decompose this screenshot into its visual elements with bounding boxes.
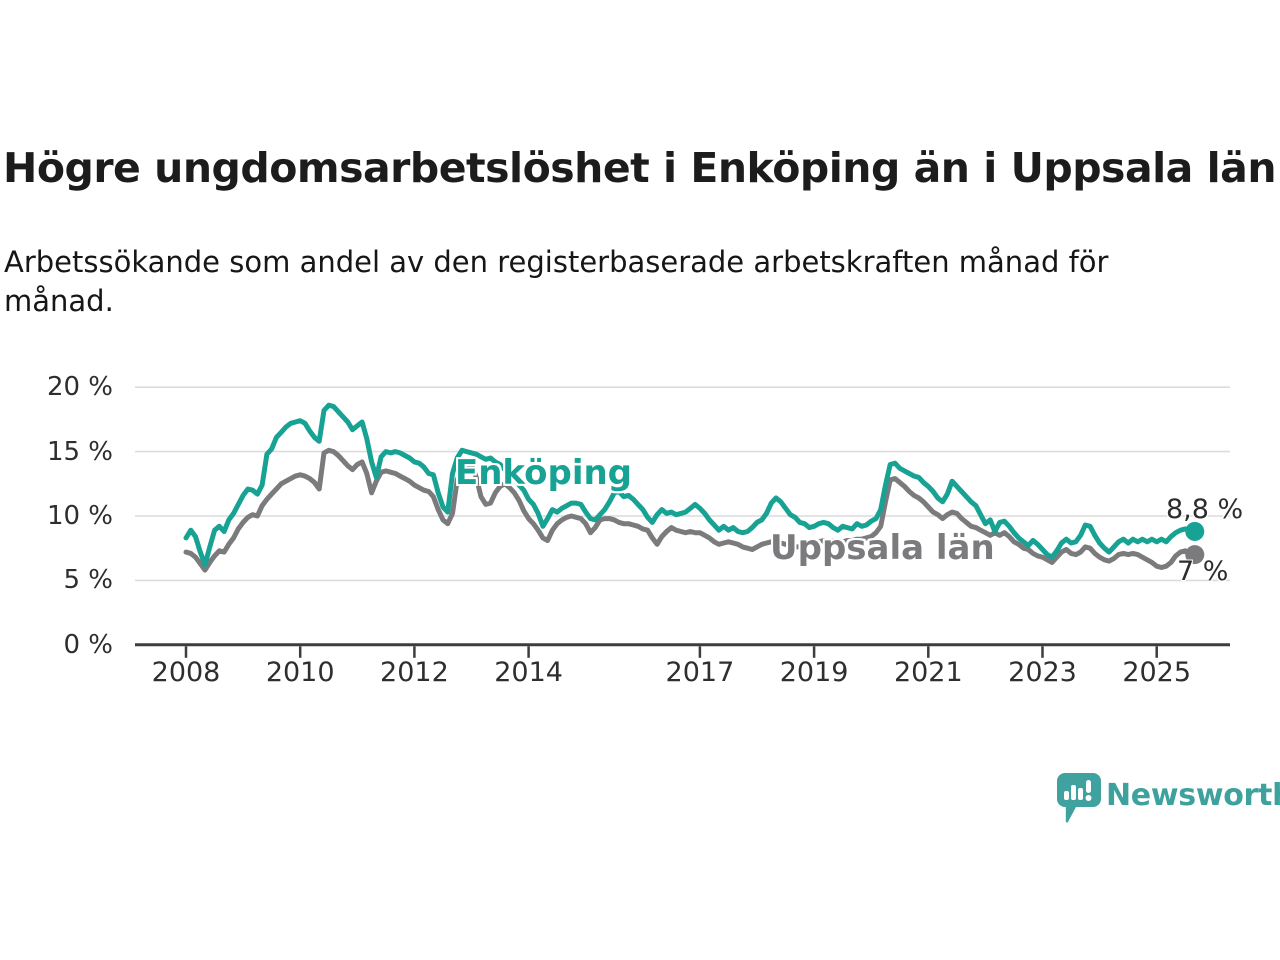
x-axis-label: 2008	[151, 657, 221, 688]
subtitle-line-2: månad.	[4, 284, 114, 318]
series-label-uppsala-lan: Uppsala län	[770, 528, 995, 568]
end-dot-enk-ping	[1185, 521, 1205, 541]
end-value-label-uppsala-lan: 7 %	[1177, 556, 1229, 587]
x-axis-label: 2014	[494, 657, 563, 688]
y-axis-label: 15 %	[46, 436, 113, 467]
series-label-enkoping: Enköping	[455, 453, 633, 493]
newsworthy-branding: Newsworthy	[1056, 772, 1280, 828]
newsworthy-logo-icon	[1057, 773, 1101, 823]
x-axis-label: 2010	[265, 657, 335, 688]
y-axis-label: 20 %	[46, 372, 113, 403]
x-axis-label: 2025	[1122, 657, 1192, 688]
x-axis-label: 2023	[1008, 657, 1077, 688]
end-dot-uppsala-l-n	[1185, 545, 1205, 565]
subtitle-line-1: Arbetssökande som andel av den registerb…	[4, 245, 1109, 279]
line-series-uppsala-l-n	[183, 447, 1198, 573]
y-axis-label: 0 %	[63, 629, 113, 660]
page-title: Högre ungdomsarbetslöshet i Enköping än …	[3, 144, 1277, 192]
y-axis-label: 5 %	[63, 565, 113, 596]
chart-subtitle: Arbetssökande som andel av den registerb…	[4, 243, 1108, 321]
newsworthy-logo-text: Newsworthy	[1106, 778, 1280, 813]
x-axis-label: 2017	[665, 657, 735, 688]
x-axis-label: 2012	[380, 657, 449, 688]
line-series-enk-ping	[183, 402, 1198, 568]
y-axis-label: 10 %	[46, 501, 113, 531]
x-axis-label: 2021	[893, 657, 963, 688]
x-axis-label: 2019	[779, 657, 849, 688]
end-value-label-enkoping: 8,8 %	[1166, 494, 1244, 525]
